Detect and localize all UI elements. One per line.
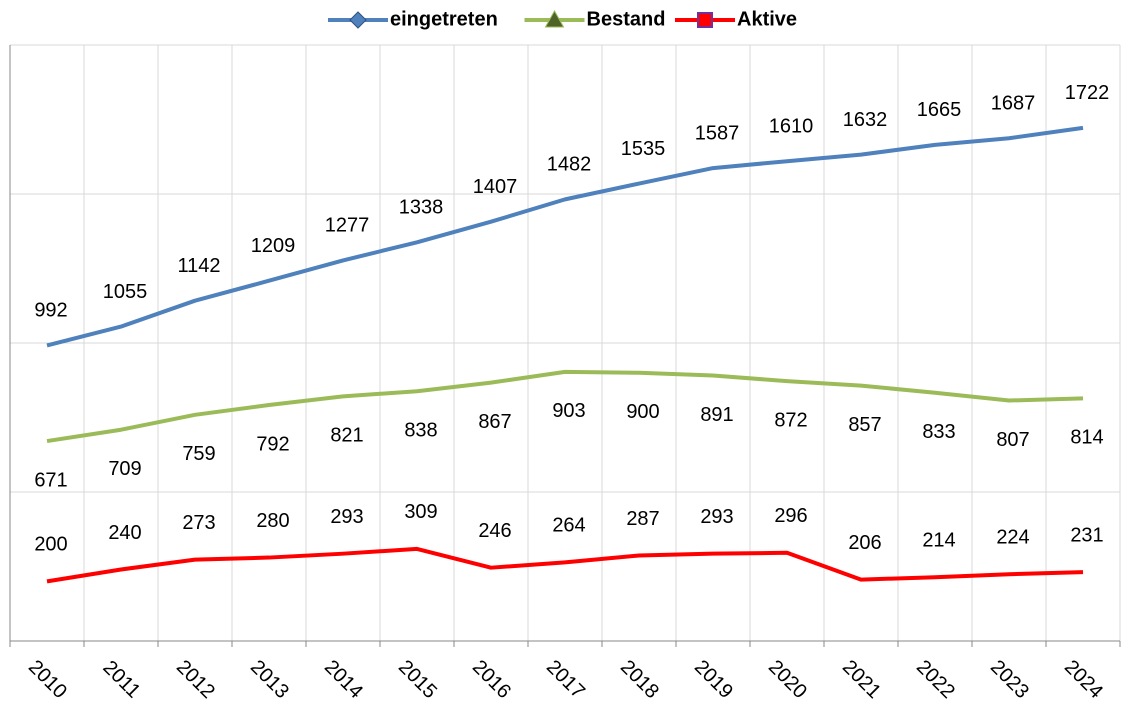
data-label: 1632 (843, 109, 888, 131)
x-tick-label: 2015 (394, 656, 441, 703)
data-label: 280 (256, 510, 289, 532)
data-label: 891 (700, 404, 733, 426)
data-label: 206 (848, 532, 881, 554)
legend: eingetreten Bestand Aktive (328, 8, 797, 30)
data-label: 792 (256, 433, 289, 455)
data-label: 807 (996, 429, 1029, 451)
series-line (46, 369, 1084, 444)
series-line (46, 125, 1084, 348)
legend-label: eingetreten (390, 8, 498, 30)
legend-marker (349, 11, 367, 29)
data-label: 821 (330, 425, 363, 447)
data-label: 833 (922, 421, 955, 443)
data-label: 759 (182, 443, 215, 465)
data-label: 992 (34, 300, 67, 322)
data-label: 857 (848, 414, 881, 436)
data-label: 309 (404, 501, 437, 523)
data-label: 903 (552, 400, 585, 422)
data-label: 293 (330, 506, 363, 528)
data-label: 200 (34, 534, 67, 556)
series-line (46, 546, 1084, 584)
data-label: 1209 (251, 235, 296, 257)
data-label: 296 (774, 505, 807, 527)
data-label: 1338 (399, 197, 444, 219)
x-tick-label: 2019 (690, 656, 737, 703)
data-label: 1665 (917, 99, 962, 121)
x-tick-label: 2022 (912, 656, 959, 703)
data-label: 1610 (769, 116, 814, 138)
legend-marker (697, 12, 713, 28)
data-label: 709 (108, 458, 141, 480)
data-label: 814 (1070, 427, 1103, 449)
data-label: 1055 (103, 281, 148, 303)
x-tick-label: 2020 (764, 656, 811, 703)
data-label: 1277 (325, 215, 370, 237)
legend-label: Aktive (737, 8, 797, 30)
x-tick-label: 2023 (986, 656, 1033, 703)
x-tick-label: 2013 (246, 656, 293, 703)
data-label: 293 (700, 506, 733, 528)
data-label: 1142 (177, 255, 220, 277)
x-tick-label: 2010 (24, 656, 71, 703)
data-label: 1687 (991, 93, 1036, 115)
data-label: 838 (404, 420, 437, 442)
data-label: 214 (922, 530, 955, 552)
x-tick-label: 2011 (99, 657, 145, 703)
data-label: 264 (552, 515, 585, 537)
x-tick-label: 2016 (468, 656, 515, 703)
x-tick-label: 2018 (616, 656, 663, 703)
data-label: 1587 (695, 122, 740, 144)
data-label: 1535 (621, 138, 666, 160)
data-label: 287 (626, 508, 659, 530)
data-label: 1407 (473, 176, 518, 198)
x-tick-label: 2024 (1060, 656, 1107, 703)
data-label: 1722 (1065, 82, 1110, 104)
x-tick-label: 2012 (172, 656, 219, 703)
data-label: 273 (182, 512, 215, 534)
data-label: 872 (774, 409, 807, 431)
data-label: 867 (478, 411, 511, 433)
legend-marker (544, 9, 565, 28)
x-tick-label: 2017 (542, 656, 589, 703)
data-label: 246 (478, 520, 511, 542)
data-label: 671 (34, 469, 67, 491)
data-label: 240 (108, 522, 141, 544)
data-label: 1482 (547, 154, 592, 176)
data-label: 900 (626, 401, 659, 423)
x-tick-label: 2014 (320, 656, 367, 703)
legend-label: Bestand (587, 8, 666, 30)
data-label: 231 (1070, 524, 1103, 546)
data-label: 224 (996, 527, 1029, 549)
x-tick-label: 2021 (838, 656, 885, 703)
